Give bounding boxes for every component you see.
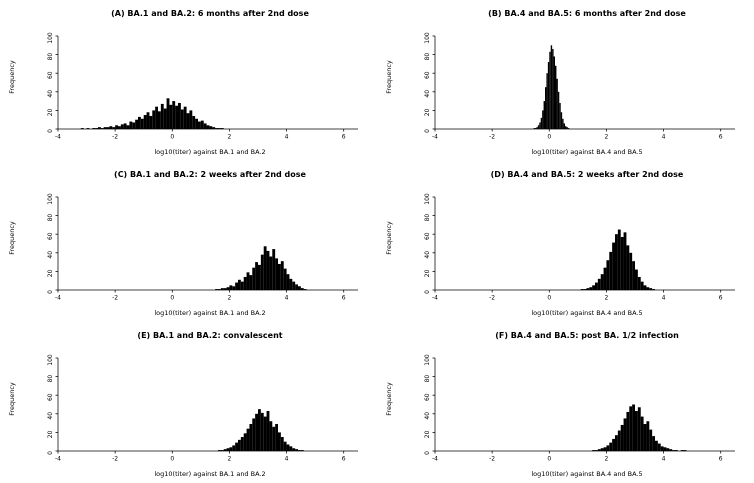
svg-text:0: 0 [47,290,54,294]
svg-text:40: 40 [47,90,54,98]
panel-e-title: (E) BA.1 and BA.2: convalescent [137,331,283,340]
svg-text:0: 0 [424,129,431,133]
svg-text:-4: -4 [55,456,61,463]
panel-b-title: (B) BA.4 and BA.5: 6 months after 2nd do… [488,9,686,18]
svg-text:0: 0 [424,451,431,455]
svg-text:60: 60 [424,232,431,240]
panel-f-xlabel: log10(titer) against BA.4 and BA.5 [531,470,643,478]
svg-text:0: 0 [170,295,174,302]
panel-e-xlabel: log10(titer) against BA.1 and BA.2 [154,470,266,478]
svg-text:20: 20 [47,430,54,438]
svg-text:60: 60 [424,71,431,79]
svg-text:20: 20 [424,269,431,277]
svg-text:4: 4 [285,295,289,302]
svg-text:2: 2 [605,134,609,141]
svg-text:100: 100 [424,354,431,366]
svg-text:-4: -4 [432,456,438,463]
svg-text:-2: -2 [112,456,118,463]
svg-text:0: 0 [47,129,54,133]
panel-d-title: (D) BA.4 and BA.5: 2 weeks after 2nd dos… [490,170,684,179]
svg-text:-2: -2 [489,295,495,302]
svg-text:20: 20 [424,430,431,438]
svg-text:2: 2 [605,456,609,463]
svg-text:100: 100 [424,32,431,44]
panel-d: (D) BA.4 and BA.5: 2 weeks after 2nd dos… [377,161,754,322]
svg-text:60: 60 [47,71,54,79]
svg-text:2: 2 [605,295,609,302]
svg-text:4: 4 [662,295,666,302]
svg-text:4: 4 [662,456,666,463]
svg-text:0: 0 [47,451,54,455]
svg-text:0: 0 [424,290,431,294]
svg-text:80: 80 [424,375,431,383]
svg-text:20: 20 [47,269,54,277]
panel-c: (C) BA.1 and BA.2: 2 weeks after 2nd dos… [0,161,377,322]
panel-b-xlabel: log10(titer) against BA.4 and BA.5 [531,148,643,156]
svg-text:4: 4 [285,134,289,141]
svg-text:100: 100 [47,354,54,366]
panel-f-title: (F) BA.4 and BA.5: post BA. 1/2 infectio… [495,331,679,340]
svg-text:80: 80 [424,53,431,61]
svg-text:80: 80 [424,214,431,222]
svg-text:4: 4 [285,456,289,463]
svg-text:100: 100 [47,32,54,44]
svg-text:-2: -2 [489,456,495,463]
svg-text:60: 60 [424,393,431,401]
svg-text:60: 60 [47,393,54,401]
svg-text:40: 40 [424,412,431,420]
svg-text:100: 100 [47,193,54,205]
svg-text:20: 20 [47,108,54,116]
svg-text:-2: -2 [112,134,118,141]
svg-text:80: 80 [47,375,54,383]
svg-text:40: 40 [47,251,54,259]
svg-text:40: 40 [424,90,431,98]
svg-text:40: 40 [47,412,54,420]
svg-text:80: 80 [47,214,54,222]
svg-text:100: 100 [424,193,431,205]
panel-f: (F) BA.4 and BA.5: post BA. 1/2 infectio… [377,322,754,483]
svg-text:20: 20 [424,108,431,116]
svg-text:6: 6 [342,456,346,463]
panel-d-xlabel: log10(titer) against BA.4 and BA.5 [531,309,643,317]
svg-text:2: 2 [228,134,232,141]
svg-text:0: 0 [170,456,174,463]
panel-a-xlabel: log10(titer) against BA.1 and BA.2 [154,148,266,156]
panel-a-title: (A) BA.1 and BA.2: 6 months after 2nd do… [111,9,309,18]
svg-text:0: 0 [547,295,551,302]
svg-text:0: 0 [170,134,174,141]
svg-text:6: 6 [342,134,346,141]
svg-text:2: 2 [228,456,232,463]
panel-e: (E) BA.1 and BA.2: convalescent Frequenc… [0,322,377,483]
svg-text:-4: -4 [432,295,438,302]
panel-a: (A) BA.1 and BA.2: 6 months after 2nd do… [0,0,377,161]
svg-text:0: 0 [547,134,551,141]
svg-text:-2: -2 [112,295,118,302]
svg-text:60: 60 [47,232,54,240]
svg-text:40: 40 [424,251,431,259]
svg-text:6: 6 [719,295,723,302]
svg-text:6: 6 [719,134,723,141]
svg-text:-4: -4 [55,134,61,141]
svg-text:0: 0 [547,456,551,463]
svg-text:4: 4 [662,134,666,141]
svg-text:-4: -4 [55,295,61,302]
panel-c-xlabel: log10(titer) against BA.1 and BA.2 [154,309,266,317]
svg-text:80: 80 [47,53,54,61]
svg-text:-2: -2 [489,134,495,141]
panel-c-title: (C) BA.1 and BA.2: 2 weeks after 2nd dos… [114,170,306,179]
svg-text:2: 2 [228,295,232,302]
svg-text:6: 6 [342,295,346,302]
svg-text:6: 6 [719,456,723,463]
svg-text:-4: -4 [432,134,438,141]
panel-b: (B) BA.4 and BA.5: 6 months after 2nd do… [377,0,754,161]
